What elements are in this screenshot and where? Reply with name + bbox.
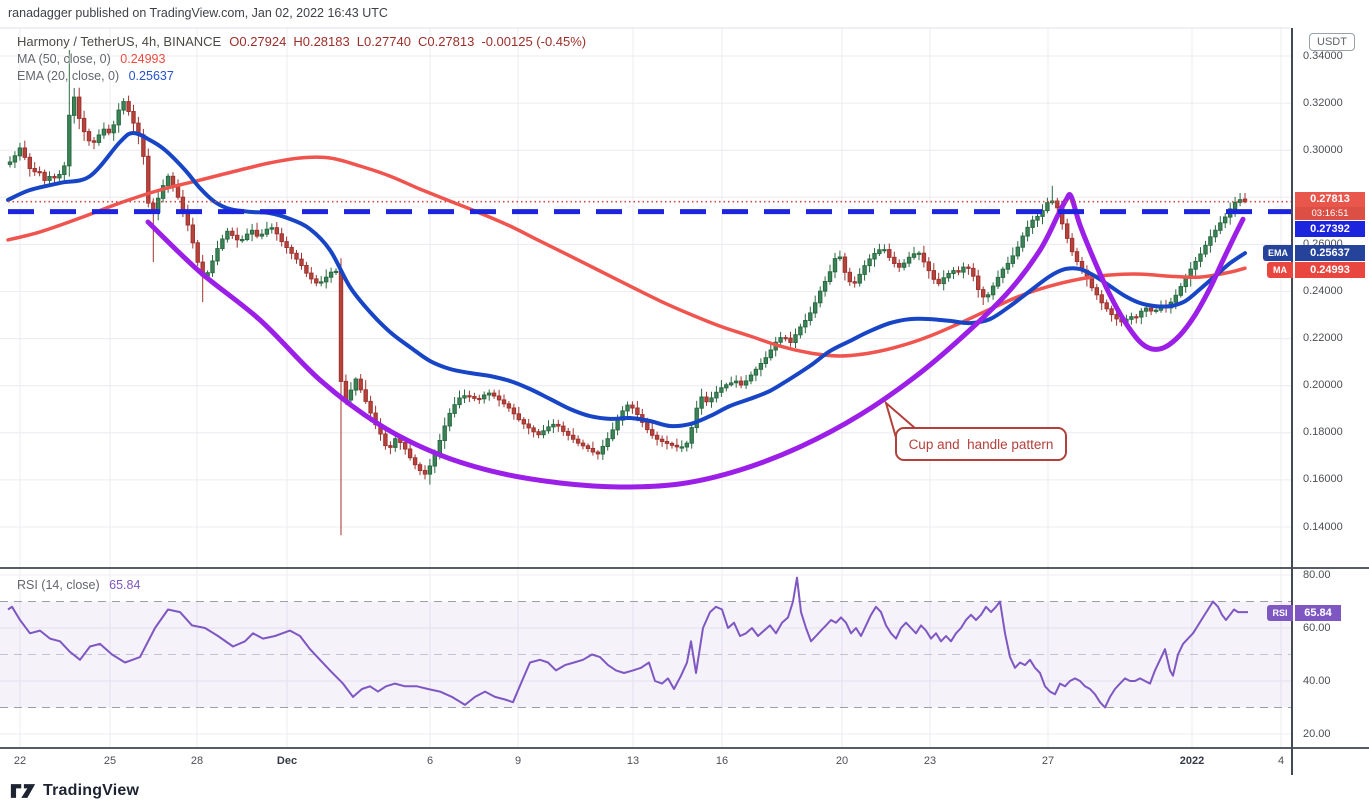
price-tick-label: 0.20000: [1303, 379, 1343, 392]
ema-label: EMA (20, close, 0): [17, 69, 120, 83]
ohlc-values: O0.27924 H0.28183 L0.27740 C0.27813 -0.00125…: [229, 34, 593, 49]
time-tick-label: Dec: [276, 755, 298, 767]
symbol-title: Harmony / TetherUS, 4h, BINANCE: [17, 34, 222, 49]
ohlc-part: L0.27740: [356, 34, 411, 49]
ma-axis-chip: MA: [1267, 262, 1293, 278]
symbol-legend[interactable]: Harmony / TetherUS, 4h, BINANCE O0.27924 H…: [17, 34, 593, 49]
tradingview-logo-text: TradingView: [43, 782, 140, 799]
time-tick-label: 2022: [1179, 755, 1205, 767]
ohlc-part: C0.27813: [417, 34, 475, 49]
price-tick-label: 0.30000: [1303, 143, 1343, 156]
ma-axis-value-badge: 0.24993: [1295, 262, 1365, 278]
rsi-tick-label: 20.00: [1303, 727, 1331, 740]
ohlc-part: O0.27924: [229, 34, 287, 49]
time-tick-label: 23: [923, 755, 937, 767]
rsi-value: 65.84: [109, 578, 141, 592]
rsi-tick-label: 60.00: [1303, 621, 1331, 634]
chart-plot-area[interactable]: [0, 0, 1291, 775]
rsi-axis-chip: RSI: [1267, 605, 1293, 621]
tradingview-logo-icon: [10, 784, 36, 798]
rsi-tick-label: 80.00: [1303, 568, 1331, 581]
tradingview-logo[interactable]: TradingView: [10, 781, 139, 801]
ema-axis-chip: EMA: [1263, 245, 1293, 261]
price-tick-label: 0.16000: [1303, 473, 1343, 486]
last-price-badge: 0.27813 03:16:51: [1295, 192, 1365, 220]
rsi-label: RSI (14, close): [17, 578, 100, 592]
time-tick-label: 25: [103, 755, 117, 767]
ohlc-part: -0.00125 (-0.45%): [481, 34, 587, 49]
ma-label: MA (50, close, 0): [17, 52, 111, 66]
time-tick-label: 9: [514, 755, 522, 767]
time-tick-label: 16: [715, 755, 729, 767]
time-axis-border: [0, 747, 1369, 749]
rsi-axis-value-badge: 65.84: [1295, 605, 1341, 621]
time-tick-label: 20: [835, 755, 849, 767]
time-tick-label: 27: [1041, 755, 1055, 767]
rsi-tick-label: 40.00: [1303, 674, 1331, 687]
time-tick-label: 22: [13, 755, 27, 767]
cup-and-handle-callout[interactable]: Cup and handle pattern: [895, 427, 1067, 461]
time-tick-label: 6: [426, 755, 434, 767]
ma-indicator-legend[interactable]: MA (50, close, 0) 0.24993: [17, 52, 165, 66]
time-tick-label: 28: [190, 755, 204, 767]
last-price-value: 0.27813: [1310, 193, 1350, 205]
price-tick-label: 0.32000: [1303, 96, 1343, 109]
rsi-indicator-legend[interactable]: RSI (14, close) 65.84: [17, 578, 140, 592]
ema-axis-value-badge: 0.25637: [1295, 245, 1365, 261]
time-tick-label: 4: [1277, 755, 1285, 767]
currency-toggle[interactable]: USDT: [1309, 33, 1355, 51]
ema-value: 0.25637: [128, 69, 174, 83]
time-axis[interactable]: 22 25 28 Dec 6 9 13 16 20 23 27 2022 4: [0, 749, 1291, 775]
resistance-level-badge: 0.27392: [1295, 221, 1365, 237]
price-tick-label: 0.22000: [1303, 332, 1343, 345]
panel-separator[interactable]: [0, 567, 1369, 569]
price-tick-label: 0.14000: [1303, 520, 1343, 533]
price-tick-label: 0.34000: [1303, 49, 1343, 62]
bar-countdown: 03:16:51: [1295, 207, 1365, 220]
price-tick-label: 0.18000: [1303, 426, 1343, 439]
attribution-text: ranadagger published on TradingView.com,…: [8, 6, 388, 20]
ma-value: 0.24993: [120, 52, 166, 66]
ohlc-part: H0.28183: [293, 34, 350, 49]
price-tick-label: 0.24000: [1303, 285, 1343, 297]
time-tick-label: 13: [626, 755, 640, 767]
price-axis[interactable]: USDT 0.34000 0.32000 0.30000 0.26000 0.24000…: [1263, 28, 1369, 775]
ema-indicator-legend[interactable]: EMA (20, close, 0) 0.25637: [17, 69, 174, 83]
